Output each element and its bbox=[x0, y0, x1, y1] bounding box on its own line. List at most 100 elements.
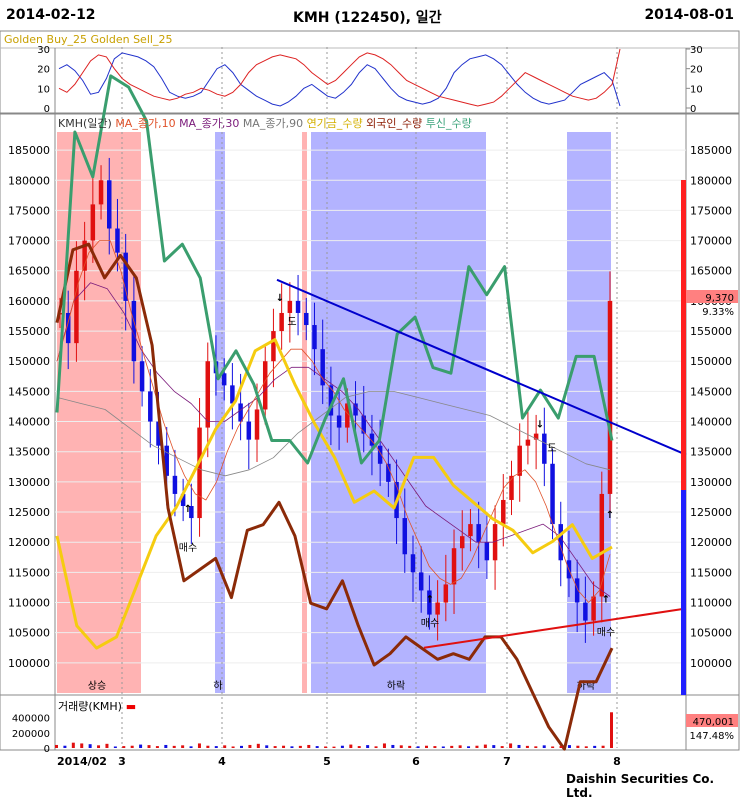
volume-bar-58 bbox=[542, 745, 546, 748]
volume-bar-24 bbox=[256, 743, 260, 748]
candle-55 bbox=[509, 460, 514, 516]
volume-bar-53 bbox=[500, 746, 504, 748]
y-tick-left-15: 175000 bbox=[8, 204, 50, 217]
signal-label-3: 도 bbox=[547, 444, 556, 455]
legend-foreign: 외국인_수량 bbox=[366, 117, 423, 130]
y-tick-right-17: 185000 bbox=[690, 144, 732, 157]
candle-54 bbox=[501, 474, 506, 547]
volume-bar-66 bbox=[610, 712, 613, 748]
volume-label: 거래량(KMH) ▬ bbox=[58, 700, 137, 713]
osc-tick-left-1: 10 bbox=[37, 84, 50, 95]
ma30-line bbox=[56, 282, 611, 597]
legend-ma10: MA_종가,10 bbox=[115, 117, 176, 130]
volume-bar-16 bbox=[189, 746, 193, 748]
signal-label-0: 매수 bbox=[179, 542, 197, 554]
y-tick-left-14: 170000 bbox=[8, 235, 50, 248]
volume-bar-44 bbox=[425, 745, 428, 748]
candle-66 bbox=[599, 471, 605, 623]
candle-32 bbox=[320, 319, 325, 405]
osc-tick-right-2: 20 bbox=[690, 65, 703, 76]
volume-bar-1 bbox=[63, 745, 67, 748]
y-tick-left-11: 155000 bbox=[8, 325, 50, 338]
x-tick-2: 4 bbox=[218, 755, 226, 768]
candle-30 bbox=[304, 297, 309, 341]
y-tick-right-8: 140000 bbox=[690, 416, 732, 429]
y-tick-right-6: 130000 bbox=[690, 476, 732, 489]
y-tick-left-9: 145000 bbox=[8, 385, 50, 398]
volume-pane bbox=[0, 694, 740, 751]
legend-ma90: MA_종가,90 bbox=[242, 117, 304, 130]
volume-bar-0 bbox=[55, 744, 58, 748]
candle-26 bbox=[271, 308, 276, 388]
candle-11 bbox=[148, 369, 153, 448]
candle-5 bbox=[98, 165, 104, 220]
x-tick-4: 6 bbox=[412, 755, 420, 768]
candle-38 bbox=[369, 414, 375, 476]
candle-14 bbox=[172, 449, 178, 517]
y-tick-left-12: 160000 bbox=[8, 295, 50, 308]
y-tick-left-13: 165000 bbox=[8, 265, 50, 278]
volume-bar-61 bbox=[567, 745, 571, 748]
candle-50 bbox=[468, 509, 473, 552]
volume-bar-36 bbox=[357, 746, 361, 748]
y-tick-right-15: 175000 bbox=[690, 204, 732, 217]
y-tick-left-17: 185000 bbox=[8, 144, 50, 157]
y-tick-right-11: 155000 bbox=[690, 325, 732, 338]
candle-6 bbox=[107, 157, 112, 255]
candle-27 bbox=[279, 283, 284, 350]
osc-tick-right-3: 30 bbox=[690, 45, 703, 56]
volume-bar-56 bbox=[525, 745, 529, 748]
y-tick-left-7: 135000 bbox=[8, 446, 50, 459]
candle-57 bbox=[525, 410, 531, 465]
y-tick-left-5: 125000 bbox=[8, 506, 50, 519]
zone-2 bbox=[302, 132, 307, 693]
volume-bar-47 bbox=[450, 745, 454, 748]
volume-bar-30 bbox=[307, 744, 311, 748]
y-tick-left-6: 130000 bbox=[8, 476, 50, 489]
osc-tick-left-3: 30 bbox=[37, 45, 50, 56]
volume-bar-31 bbox=[315, 746, 319, 748]
volume-bar-8 bbox=[122, 746, 126, 748]
volume-bar-62 bbox=[576, 745, 580, 748]
volume-tick-0: 0 bbox=[44, 744, 50, 755]
x-tick-0: 2014/02 bbox=[57, 755, 107, 768]
volume-bar-11 bbox=[147, 745, 151, 748]
volume-bar-33 bbox=[332, 746, 336, 748]
candle-58 bbox=[533, 414, 539, 470]
candle-63 bbox=[574, 559, 580, 633]
legend-kmh: KMH(일간) bbox=[58, 117, 112, 130]
volume-bar-40 bbox=[391, 744, 395, 748]
volume-bar-65 bbox=[601, 745, 605, 748]
y-tick-left-2: 110000 bbox=[8, 597, 50, 610]
y-tick-right-1: 105000 bbox=[690, 627, 732, 640]
volume-bar-57 bbox=[534, 746, 538, 748]
y-tick-left-3: 115000 bbox=[8, 566, 50, 579]
volume-bar-22 bbox=[240, 745, 243, 748]
signal-arrow-4: ↑ bbox=[602, 595, 610, 606]
y-tick-right-4: 120000 bbox=[690, 536, 732, 549]
zone-label-1: 하 bbox=[213, 679, 222, 692]
volume-bar-42 bbox=[408, 745, 412, 748]
volume-bar-10 bbox=[139, 744, 143, 748]
zone-label-0: 상승 bbox=[88, 680, 106, 692]
volume-bar-3 bbox=[80, 743, 84, 748]
signal-arrow-3: ↓ bbox=[536, 420, 544, 431]
volume-bar-28 bbox=[290, 746, 294, 748]
volume-bar-13 bbox=[164, 744, 168, 748]
volume-bar-64 bbox=[593, 745, 597, 748]
y-tick-right-7: 135000 bbox=[690, 446, 732, 459]
volume-bar-46 bbox=[441, 746, 445, 748]
candle-15 bbox=[180, 478, 186, 522]
volume-bar-29 bbox=[298, 745, 302, 748]
volume-bar-20 bbox=[223, 745, 227, 748]
y-tick-right-10: 150000 bbox=[690, 355, 732, 368]
y-tick-right-14: 170000 bbox=[690, 235, 732, 248]
volume-bar-48 bbox=[458, 745, 462, 748]
candle-46 bbox=[435, 580, 440, 641]
candle-31 bbox=[312, 302, 317, 376]
y-tick-left-8: 140000 bbox=[8, 416, 50, 429]
last-price-badge bbox=[686, 290, 738, 303]
volume-bar-39 bbox=[382, 743, 386, 748]
y-tick-left-0: 100000 bbox=[8, 657, 50, 670]
